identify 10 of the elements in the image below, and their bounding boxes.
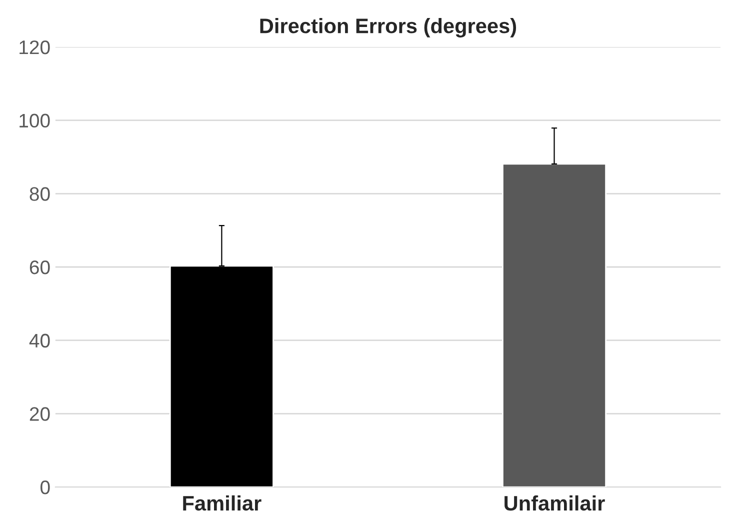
y-tick-label: 40 [29, 334, 50, 348]
x-tick-label: Unfamilair [504, 495, 605, 511]
chart-title: Direction Errors (degrees) [260, 18, 516, 38]
y-tick-label: 60 [30, 260, 50, 274]
y-tick-label: 100 [20, 114, 50, 128]
y-tick-label: 80 [30, 187, 50, 201]
y-tick-label: 0 [40, 480, 50, 494]
y-tick-label: 20 [30, 407, 50, 421]
y-tick-label: 120 [20, 40, 50, 54]
x-tick-label: Familiar [183, 495, 262, 511]
